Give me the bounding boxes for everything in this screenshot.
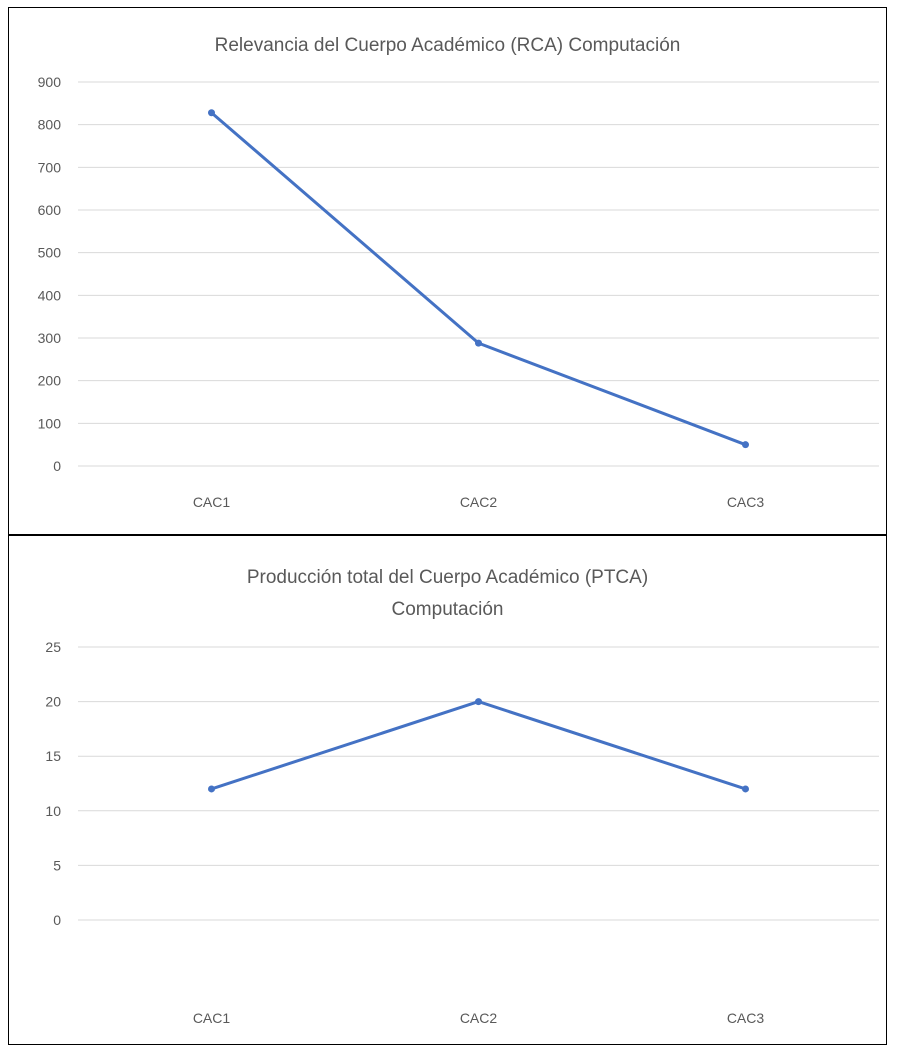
rca-y-tick-label: 800 [38, 117, 62, 133]
rca-series-line [210, 111, 747, 447]
ptca-y-tick-label: 15 [45, 748, 61, 764]
ptca-y-tick-label: 0 [53, 912, 61, 928]
ptca-series-line [210, 700, 747, 791]
chart-panel-rca: Relevancia del Cuerpo Académico (RCA) Co… [8, 7, 887, 534]
ptca-x-tick-label: CAC1 [193, 1010, 231, 1026]
ptca-x-tick-label: CAC3 [727, 1010, 765, 1026]
chart-panel-ptca: Producción total del Cuerpo Académico (P… [8, 534, 887, 1045]
rca-line-chart: Relevancia del Cuerpo Académico (RCA) Co… [38, 35, 879, 510]
rca-data-point-cac1 [208, 109, 215, 117]
rca-y-tick-label: 400 [38, 287, 62, 303]
ptca-chart-title-line-1: Producción total del Cuerpo Académico (P… [247, 567, 648, 588]
rca-y-tick-label: 900 [38, 74, 62, 90]
rca-y-tick-label: 500 [38, 245, 62, 261]
ptca-x-tick-label: CAC2 [460, 1010, 498, 1026]
rca-data-point-cac3 [742, 441, 749, 449]
rca-chart-title: Relevancia del Cuerpo Académico (RCA) Co… [215, 35, 681, 56]
ptca-data-point-cac2 [475, 698, 482, 706]
ptca-data-point-cac3 [742, 785, 749, 793]
ptca-y-tick-label: 25 [45, 639, 61, 655]
ptca-line-chart: Producción total del Cuerpo Académico (P… [45, 567, 879, 1026]
ptca-y-tick-label: 10 [45, 803, 61, 819]
rca-x-tick-label: CAC2 [460, 494, 498, 510]
rca-data-point-cac2 [475, 339, 482, 347]
rca-y-tick-label: 600 [38, 202, 62, 218]
rca-y-tick-label: 200 [38, 373, 62, 389]
rca-x-tick-label: CAC1 [193, 494, 231, 510]
rca-y-tick-label: 0 [53, 458, 61, 474]
ptca-y-tick-label: 5 [53, 857, 61, 873]
rca-y-tick-label: 700 [38, 159, 62, 175]
ptca-chart-title-line-2: Computación [392, 599, 504, 620]
ptca-y-tick-label: 20 [45, 694, 61, 710]
rca-y-tick-label: 300 [38, 330, 62, 346]
rca-x-tick-label: CAC3 [727, 494, 765, 510]
rca-y-tick-label: 100 [38, 415, 62, 431]
ptca-data-point-cac1 [208, 785, 215, 793]
